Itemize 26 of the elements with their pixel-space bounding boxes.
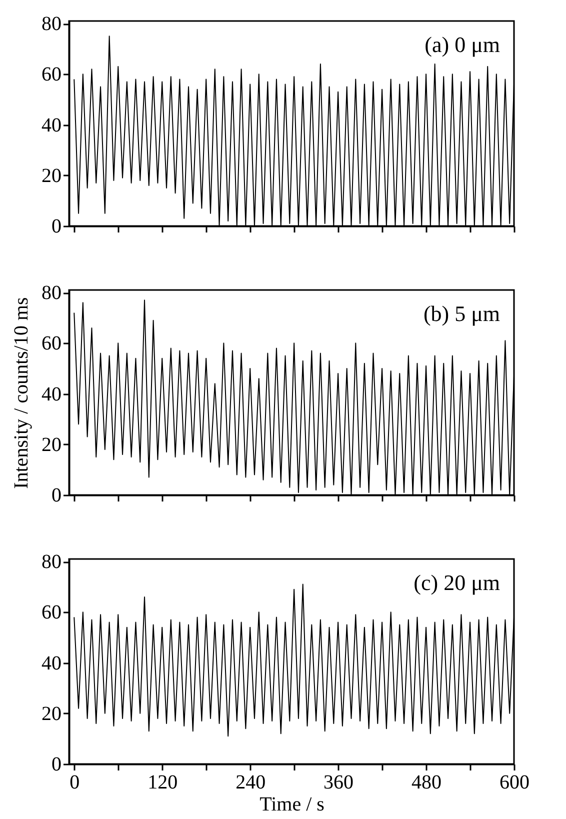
x-tick-label: 120 [148, 772, 178, 794]
y-tick-label: 0 [52, 484, 62, 506]
y-tick-label: 0 [52, 216, 62, 238]
y-tick-label: 40 [42, 114, 62, 136]
x-tick-label: 0 [70, 772, 80, 794]
y-axis-title: Intensity / counts/10 ms [10, 296, 32, 489]
y-tick-label: 80 [42, 13, 62, 36]
y-tick-label: 80 [42, 551, 62, 574]
x-axis-title: Time / s [260, 794, 325, 816]
y-tick-label: 20 [42, 164, 62, 187]
y-tick-label: 40 [42, 652, 62, 674]
y-tick-label: 20 [42, 702, 62, 725]
annotation: (c) 20 μm [414, 570, 500, 595]
y-tick-label: 60 [42, 602, 62, 624]
y-tick-label: 60 [42, 332, 62, 355]
x-tick-label: 240 [236, 772, 266, 794]
y-tick-label: 60 [42, 64, 62, 86]
y-tick-label: 0 [52, 754, 62, 776]
x-tick-label: 480 [412, 772, 442, 794]
annotation: (b) 5 μm [423, 301, 500, 326]
y-tick-label: 20 [42, 434, 62, 456]
x-tick-label: 360 [324, 772, 354, 794]
y-tick-label: 40 [42, 383, 62, 406]
x-tick-label: 600 [500, 772, 530, 794]
y-tick-label: 80 [42, 282, 62, 304]
annotation: (a) 0 μm [424, 32, 500, 57]
